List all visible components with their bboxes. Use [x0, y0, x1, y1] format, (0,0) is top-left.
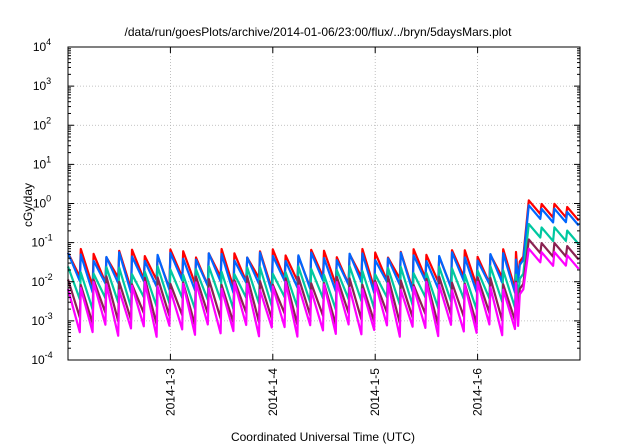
y-tick-label: 101	[33, 154, 51, 171]
x-tick-label: 2014-1-3	[163, 368, 177, 416]
chart-title: /data/run/goesPlots/archive/2014-01-06/2…	[125, 25, 513, 39]
y-axis: 10-4 10-3 10-2 10-1 100 101 102 103 104	[31, 37, 580, 367]
y-tick-label: 100	[33, 194, 51, 211]
series-line	[66, 247, 580, 338]
y-tick-label: 104	[33, 37, 51, 54]
y-axis-label: cGy/day	[21, 183, 35, 227]
y-tick-label: 102	[33, 115, 51, 132]
x-axis: 2014-1-3 2014-1-4 2014-1-5 2014-1-6	[163, 47, 485, 416]
series-group	[66, 199, 580, 338]
y-tick-label: 10-2	[31, 272, 52, 289]
y-tick-label: 103	[33, 76, 51, 93]
y-tick-label: 10-3	[31, 311, 52, 328]
x-tick-label: 2014-1-4	[266, 368, 280, 416]
x-tick-label: 2014-1-5	[368, 368, 382, 416]
y-tick-label: 10-1	[31, 233, 52, 250]
y-tick-label: 10-4	[31, 350, 52, 367]
x-tick-label: 2014-1-6	[471, 368, 485, 416]
x-axis-label: Coordinated Universal Time (UTC)	[231, 430, 415, 444]
